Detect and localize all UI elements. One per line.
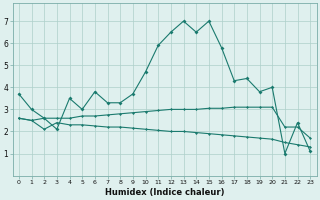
X-axis label: Humidex (Indice chaleur): Humidex (Indice chaleur)	[105, 188, 224, 197]
